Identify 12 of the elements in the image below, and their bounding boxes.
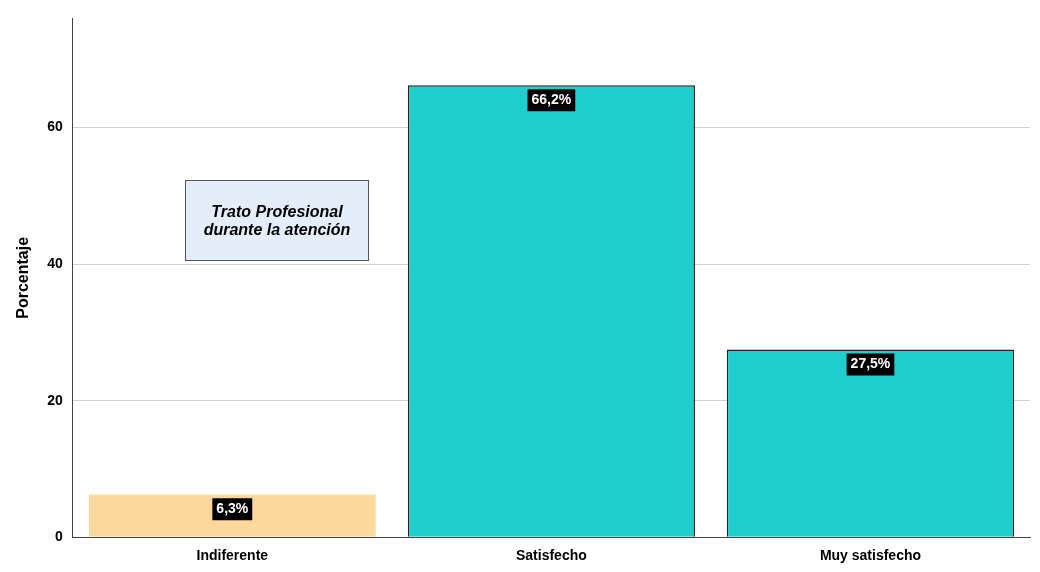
x-tick-label: Satisfecho: [515, 547, 587, 564]
y-tick-label: 20: [47, 391, 63, 408]
y-axis-title: Porcentaje: [14, 236, 32, 319]
y-tick-label: 0: [54, 528, 63, 545]
data-label: 27,5%: [850, 355, 891, 372]
data-label: 66,2%: [531, 91, 572, 108]
y-tick-label: 60: [47, 118, 63, 135]
x-tick-label: Muy satisfecho: [819, 547, 922, 564]
title-box: Trato Profesional durante la atención: [185, 180, 369, 261]
data-label: 6,3%: [216, 500, 249, 517]
x-tick-label: Indiferente: [196, 547, 269, 564]
y-tick-label: 40: [47, 255, 63, 272]
